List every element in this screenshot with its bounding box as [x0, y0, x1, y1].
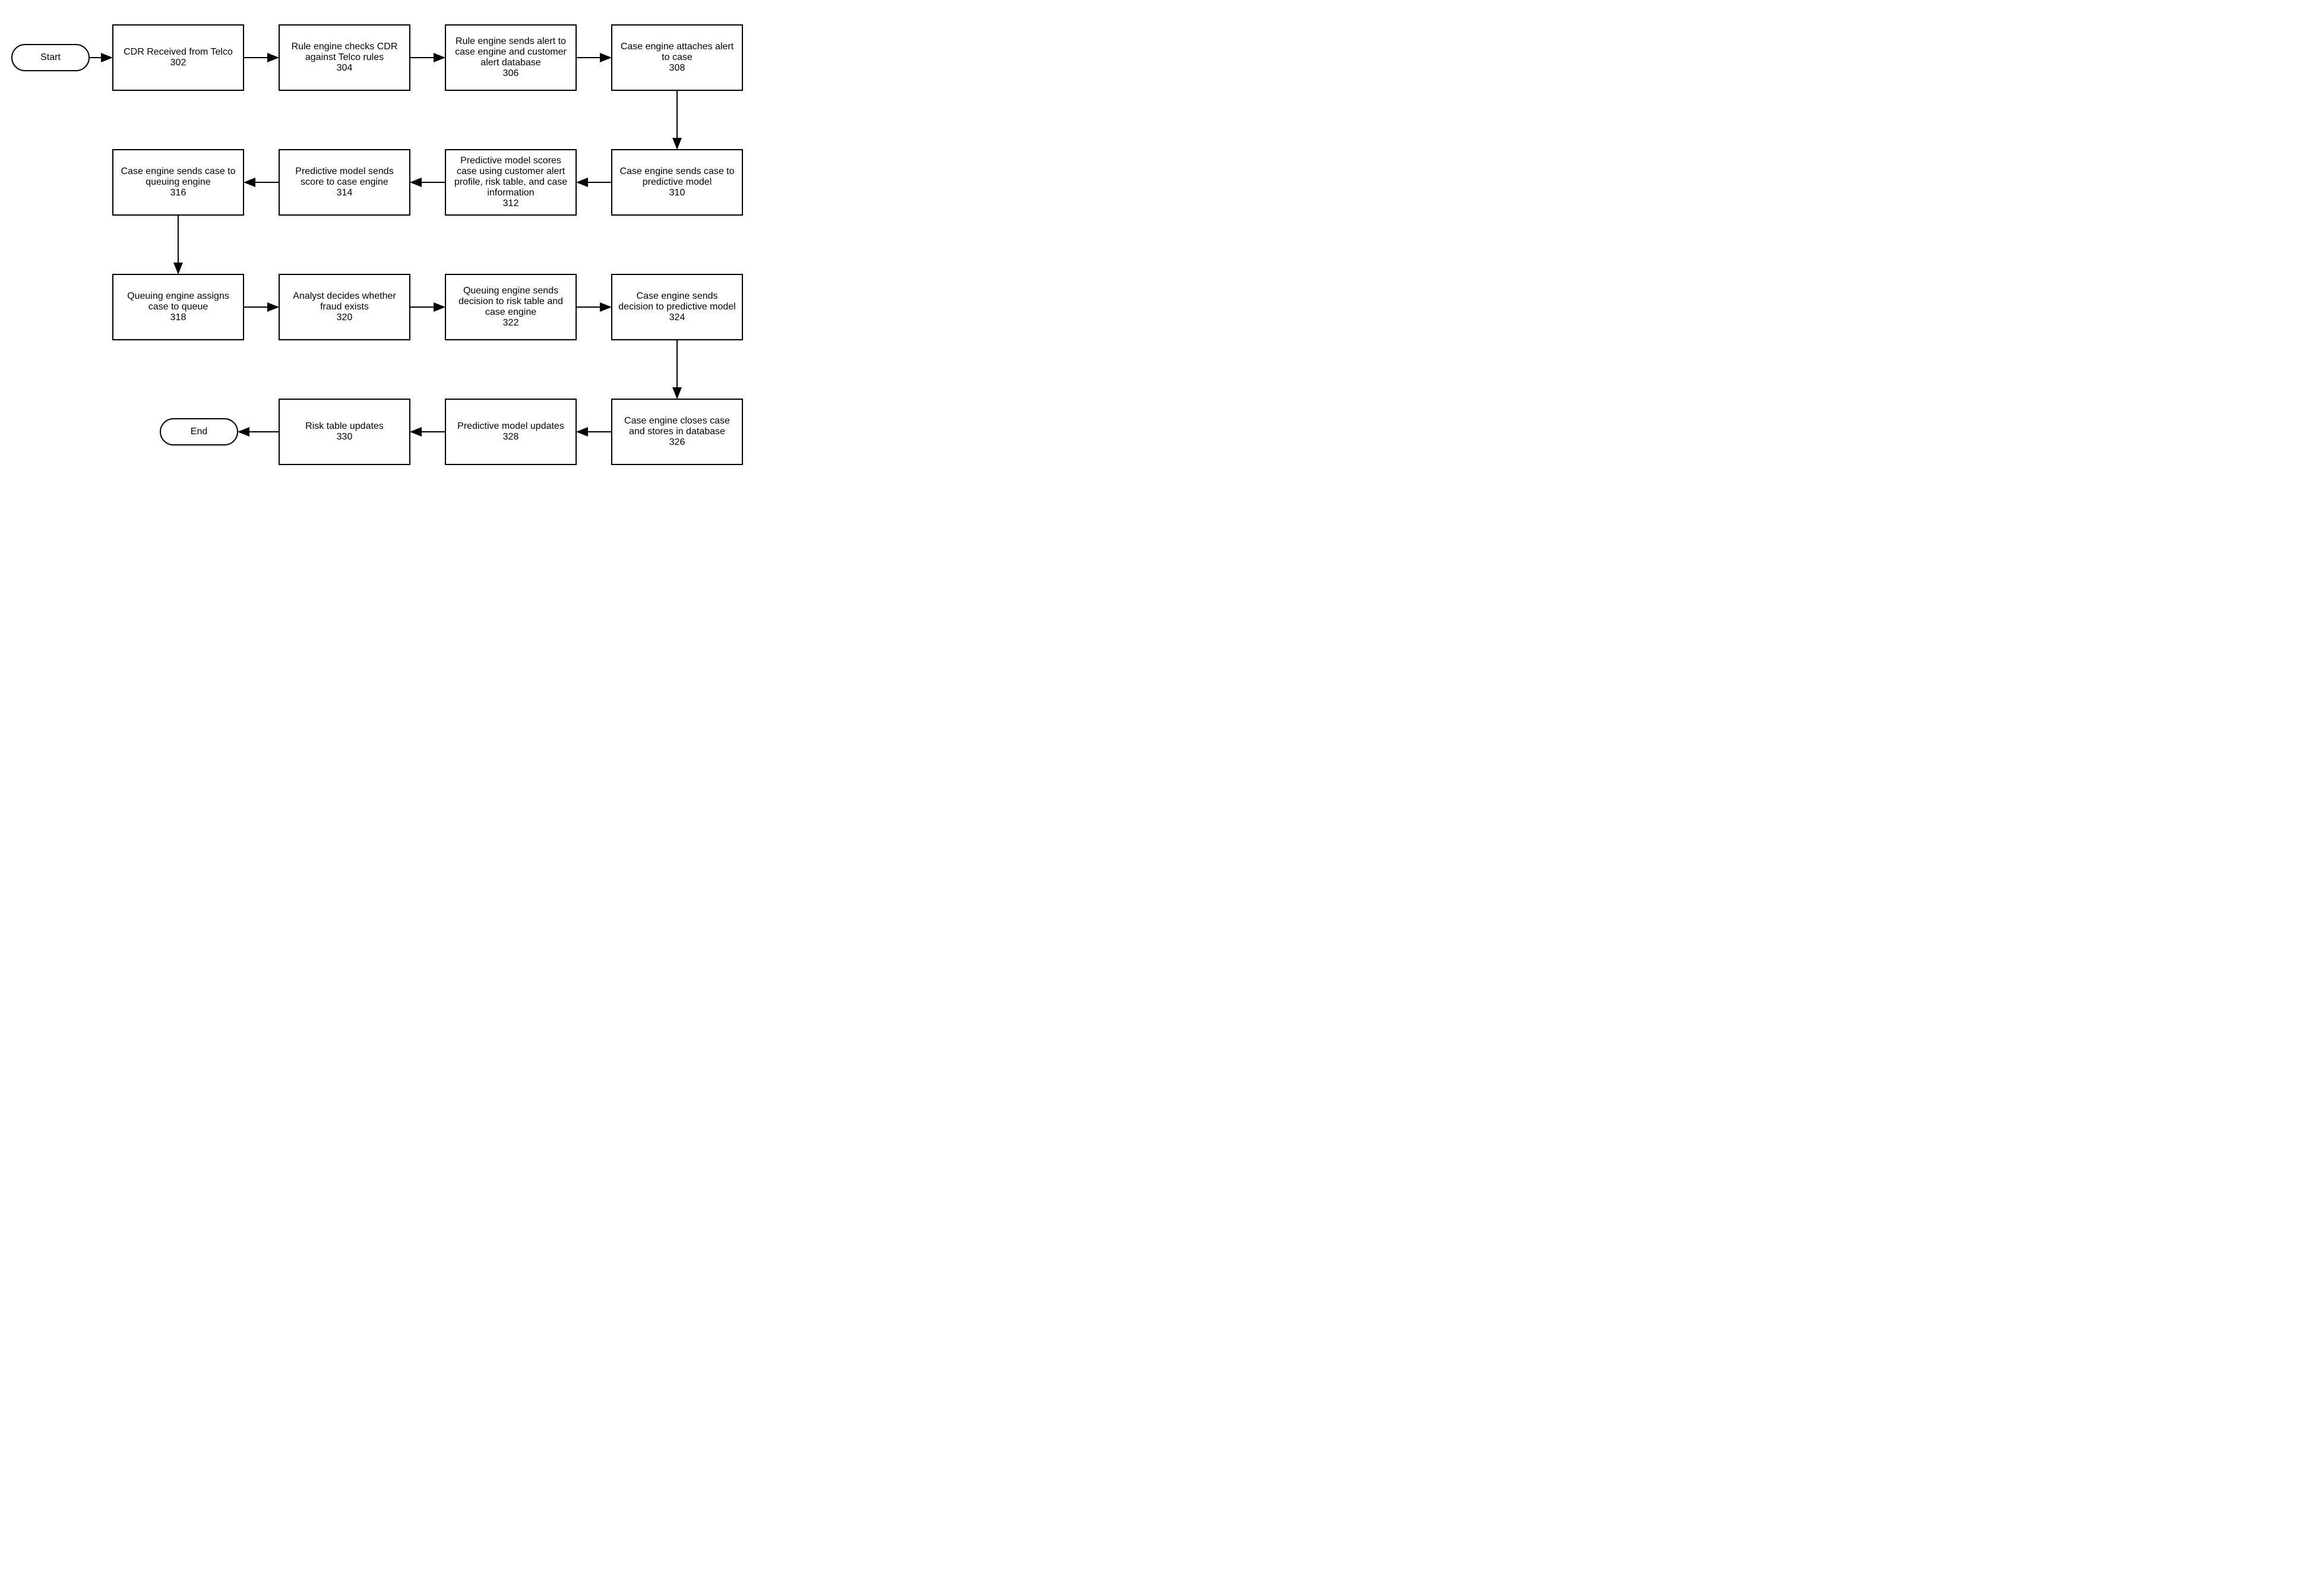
- nodes-layer: Start CDR Received from Telco302 Rule engi…: [12, 25, 742, 464]
- edges-layer: [89, 58, 677, 432]
- flowchart-node-n312: Predictive model scorescase using custom…: [445, 150, 576, 215]
- node-label: Start: [40, 52, 61, 62]
- flowchart-node-n330: Risk table updates330: [279, 399, 410, 464]
- flowchart-node-n308: Case engine attaches alertto case308: [612, 25, 742, 90]
- flowchart-node-end: End: [160, 419, 238, 445]
- flowchart-node-n314: Predictive model sendsscore to case engi…: [279, 150, 410, 215]
- flowchart-node-n316: Case engine sends case toqueuing engine3…: [113, 150, 244, 215]
- flowchart-canvas: Start CDR Received from Telco302 Rule engi…: [0, 0, 772, 523]
- flowchart-node-n322: Queuing engine sendsdecision to risk tab…: [445, 274, 576, 340]
- flowchart-node-n320: Analyst decides whetherfraud exists320: [279, 274, 410, 340]
- flowchart-node-n310: Case engine sends case topredictive mode…: [612, 150, 742, 215]
- flowchart-node-n306: Rule engine sends alert tocase engine an…: [445, 25, 576, 90]
- flowchart-node-n328: Predictive model updates328: [445, 399, 576, 464]
- flowchart-node-n326: Case engine closes caseand stores in dat…: [612, 399, 742, 464]
- flowchart-node-n318: Queuing engine assignscase to queue318: [113, 274, 244, 340]
- flowchart-node-n304: Rule engine checks CDRagainst Telco rule…: [279, 25, 410, 90]
- node-label: End: [191, 426, 207, 437]
- flowchart-node-start: Start: [12, 45, 89, 71]
- flowchart-node-n302: CDR Received from Telco302: [113, 25, 244, 90]
- flowchart-node-n324: Case engine sendsdecision to predictive …: [612, 274, 742, 340]
